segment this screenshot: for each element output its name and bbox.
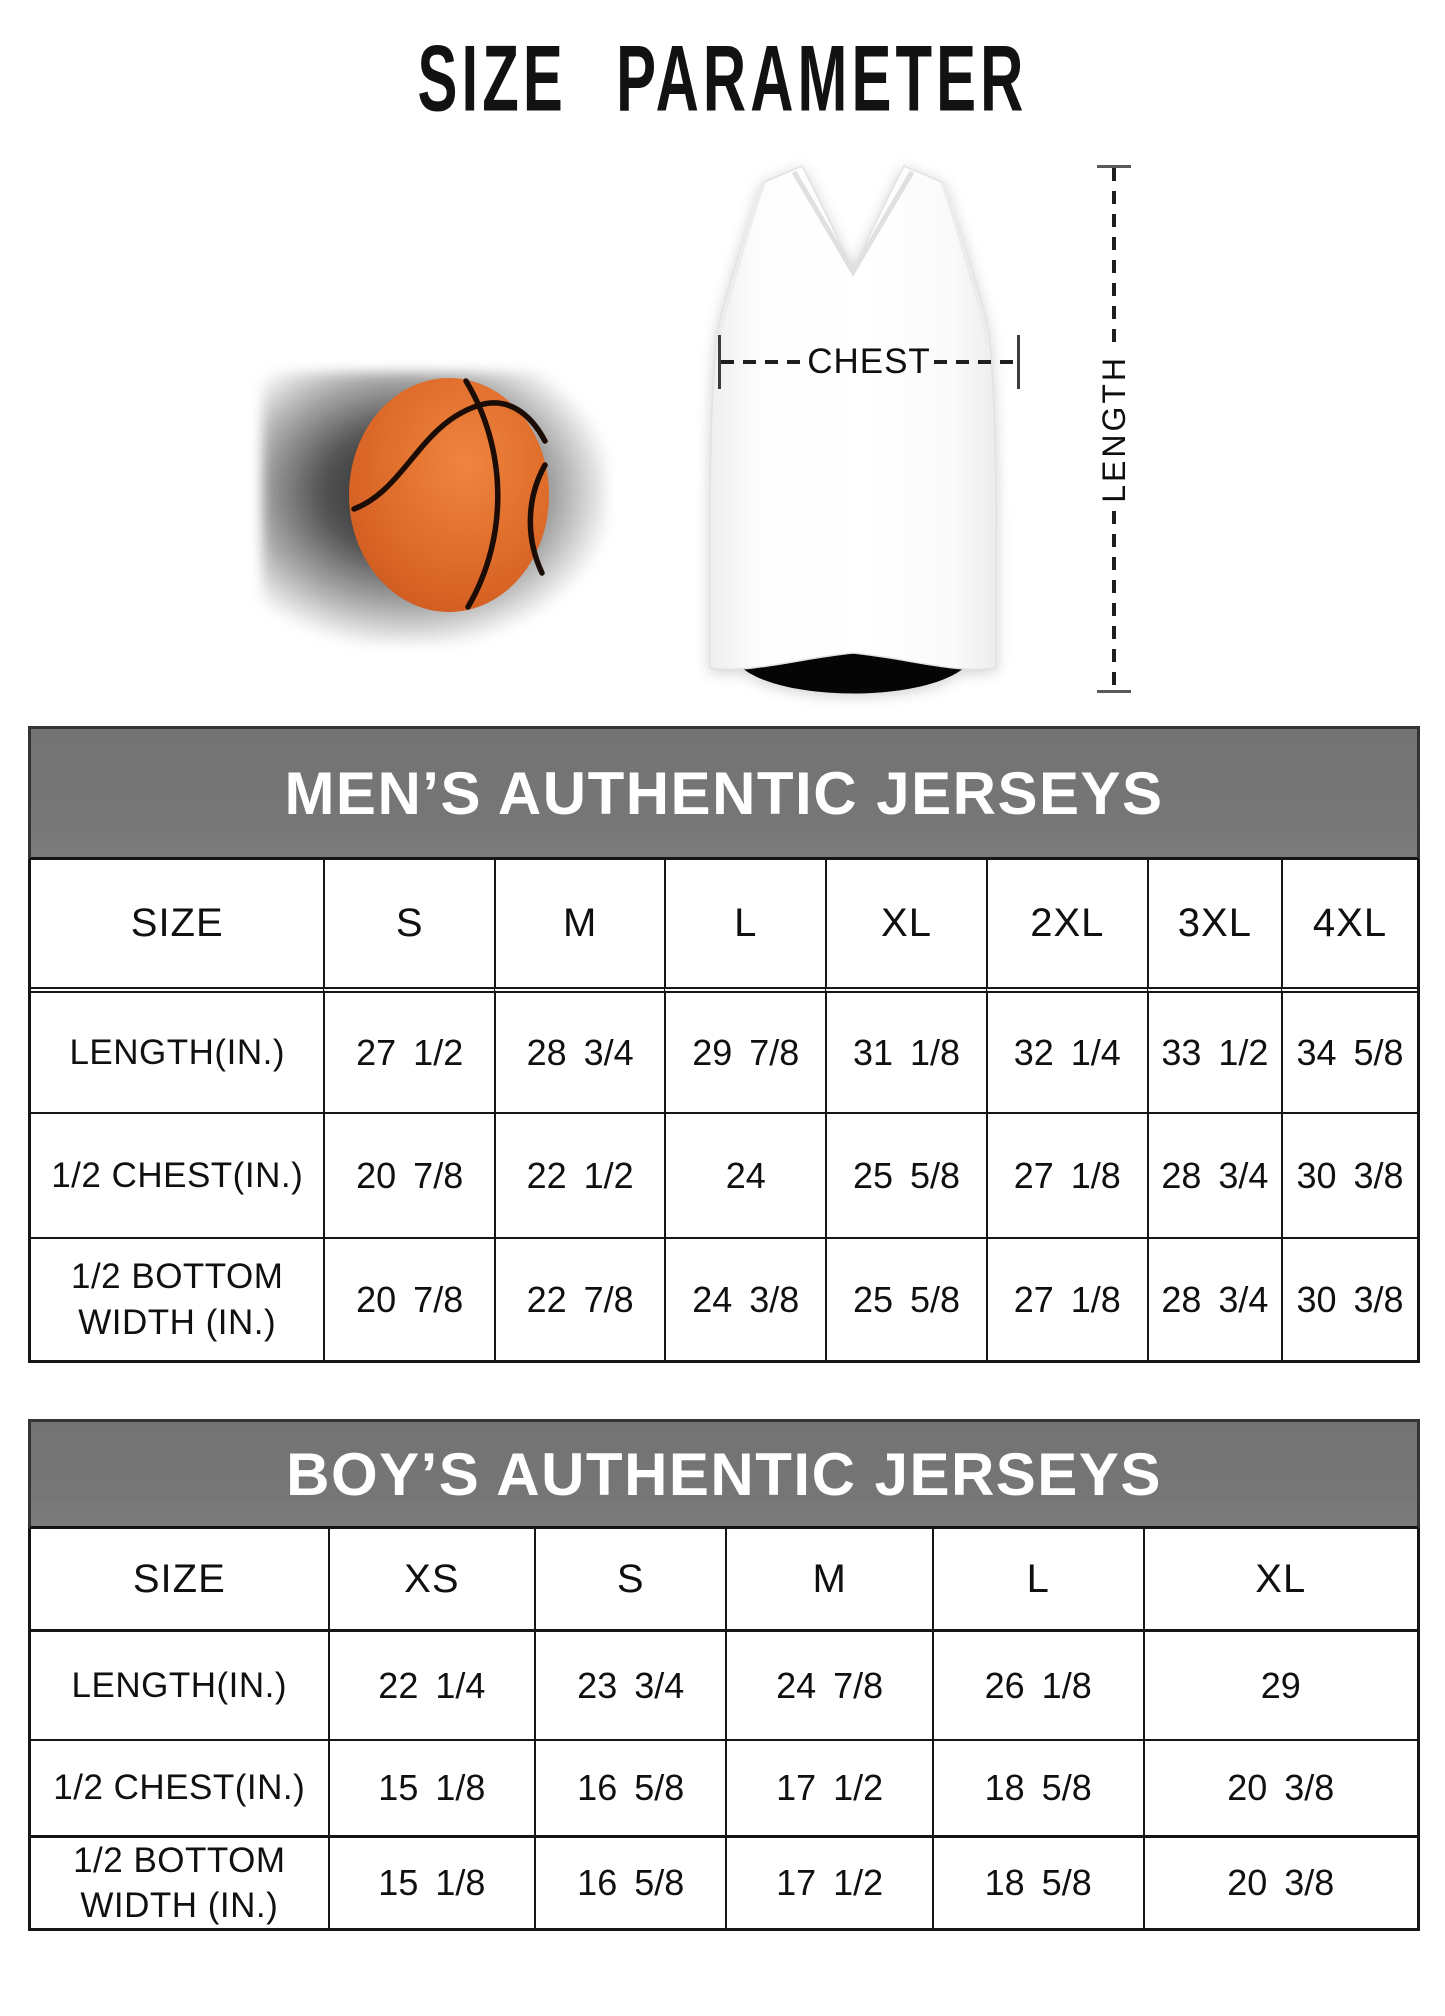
- boy-bottom-xl: 20 3/8: [1142, 1835, 1417, 1928]
- boy-chest-m: 17 1/2: [725, 1739, 932, 1835]
- length-bottom-cap: [1097, 690, 1131, 694]
- men-bottom-xl: 25 5/8: [825, 1237, 986, 1360]
- chest-dash-right: [933, 360, 1017, 364]
- boy-bottom-m: 17 1/2: [725, 1835, 932, 1928]
- men-bottom-2xl: 27 1/8: [985, 1237, 1147, 1360]
- men-table-title-bar: MEN’S AUTHENTIC JERSEYS: [28, 726, 1420, 860]
- measurement-illustration: CHEST LENGTH: [0, 120, 1445, 724]
- length-measure-line: LENGTH: [1094, 165, 1134, 694]
- men-chest-4xl: 30 3/8: [1281, 1112, 1417, 1237]
- men-col-header-s: S: [323, 860, 493, 987]
- men-col-header-2xl: 2XL: [985, 860, 1147, 987]
- boy-col-header-m: M: [725, 1529, 932, 1629]
- page-title: SIZE PARAMETER: [0, 0, 1445, 131]
- jersey-illustration: [709, 165, 997, 694]
- men-row-label-chest: 1/2 CHEST(IN.): [31, 1112, 324, 1237]
- men-col-header-m: M: [493, 860, 664, 987]
- basketball-icon: [349, 378, 549, 612]
- boy-size-table: SIZE XS S M L XL LENGTH(IN.) 22 1/4 23 3…: [28, 1529, 1420, 1931]
- boy-bottom-s: 16 5/8: [534, 1835, 726, 1928]
- men-table-title: MEN’S AUTHENTIC JERSEYS: [284, 759, 1164, 827]
- boy-chest-l: 18 5/8: [931, 1739, 1143, 1835]
- boy-chest-s: 16 5/8: [534, 1739, 726, 1835]
- boy-chest-xs: 15 1/8: [327, 1739, 535, 1835]
- men-bottom-s: 20 7/8: [323, 1237, 494, 1360]
- boy-chest-xl: 20 3/8: [1142, 1739, 1417, 1835]
- men-chest-2xl: 27 1/8: [985, 1112, 1147, 1237]
- length-dash-bottom: [1112, 510, 1116, 691]
- men-bottom-3xl: 28 3/4: [1146, 1237, 1282, 1360]
- boy-row-label-chest: 1/2 CHEST(IN.): [31, 1739, 328, 1835]
- boy-length-m: 24 7/8: [725, 1629, 932, 1739]
- boy-row-label-bottom-width: 1/2 BOTTOM WIDTH (IN.): [31, 1835, 328, 1928]
- boy-table-title-bar: BOY’S AUTHENTIC JERSEYS: [28, 1419, 1420, 1529]
- boy-col-header-l: L: [931, 1529, 1143, 1629]
- men-chest-3xl: 28 3/4: [1146, 1112, 1282, 1237]
- boy-length-l: 26 1/8: [931, 1629, 1143, 1739]
- chest-left-tick: [718, 335, 721, 389]
- boy-col-header-xs: XS: [327, 1529, 535, 1629]
- boy-length-xl: 29: [1142, 1629, 1417, 1739]
- men-bottom-m: 22 7/8: [493, 1237, 665, 1360]
- chest-right-tick: [1017, 335, 1020, 389]
- men-row-label-length: LENGTH(IN.): [31, 987, 324, 1112]
- boy-row-label-length: LENGTH(IN.): [31, 1629, 328, 1739]
- men-bottom-4xl: 30 3/8: [1281, 1237, 1417, 1360]
- length-label: LENGTH: [1095, 355, 1132, 503]
- chest-measure-line: CHEST: [718, 334, 1020, 390]
- men-length-l: 29 7/8: [664, 987, 826, 1112]
- men-col-header-size: SIZE: [130, 901, 224, 945]
- men-length-m: 28 3/4: [493, 987, 665, 1112]
- men-col-header-l: L: [664, 860, 825, 987]
- chest-label: CHEST: [807, 342, 931, 381]
- men-row-label-bottom-width: 1/2 BOTTOM WIDTH (IN.): [31, 1237, 324, 1360]
- men-size-table: SIZE S M L XL 2XL 3XL 4XL LENGTH(IN.) 27…: [28, 860, 1420, 1363]
- men-bottom-l: 24 3/8: [664, 1237, 826, 1360]
- men-length-s: 27 1/2: [323, 987, 494, 1112]
- chest-dash-left: [721, 360, 805, 364]
- length-top-cap: [1097, 165, 1131, 168]
- men-length-xl: 31 1/8: [825, 987, 986, 1112]
- boy-table-title: BOY’S AUTHENTIC JERSEYS: [286, 1440, 1162, 1508]
- men-length-3xl: 33 1/2: [1146, 987, 1282, 1112]
- page-title-text: SIZE PARAMETER: [417, 25, 1028, 131]
- boy-col-header-s: S: [534, 1529, 725, 1629]
- men-col-header-xl: XL: [825, 860, 986, 987]
- boy-bottom-l: 18 5/8: [931, 1835, 1143, 1928]
- boy-length-s: 23 3/4: [534, 1629, 726, 1739]
- men-length-4xl: 34 5/8: [1281, 987, 1417, 1112]
- men-col-header-3xl: 3XL: [1146, 860, 1281, 987]
- length-dash-top: [1112, 168, 1116, 348]
- boy-col-header-size: SIZE: [132, 1556, 226, 1601]
- men-chest-l: 24: [664, 1112, 826, 1237]
- men-chest-xl: 25 5/8: [825, 1112, 986, 1237]
- men-chest-s: 20 7/8: [323, 1112, 494, 1237]
- men-col-header-4xl: 4XL: [1281, 860, 1417, 987]
- men-size-section: MEN’S AUTHENTIC JERSEYS SIZE S M L XL 2X…: [28, 726, 1420, 1363]
- men-length-2xl: 32 1/4: [985, 987, 1147, 1112]
- men-chest-m: 22 1/2: [493, 1112, 665, 1237]
- boy-size-section: BOY’S AUTHENTIC JERSEYS SIZE XS S M L XL…: [28, 1419, 1420, 1931]
- boy-length-xs: 22 1/4: [327, 1629, 535, 1739]
- boy-bottom-xs: 15 1/8: [327, 1835, 535, 1928]
- boy-col-header-xl: XL: [1142, 1529, 1417, 1629]
